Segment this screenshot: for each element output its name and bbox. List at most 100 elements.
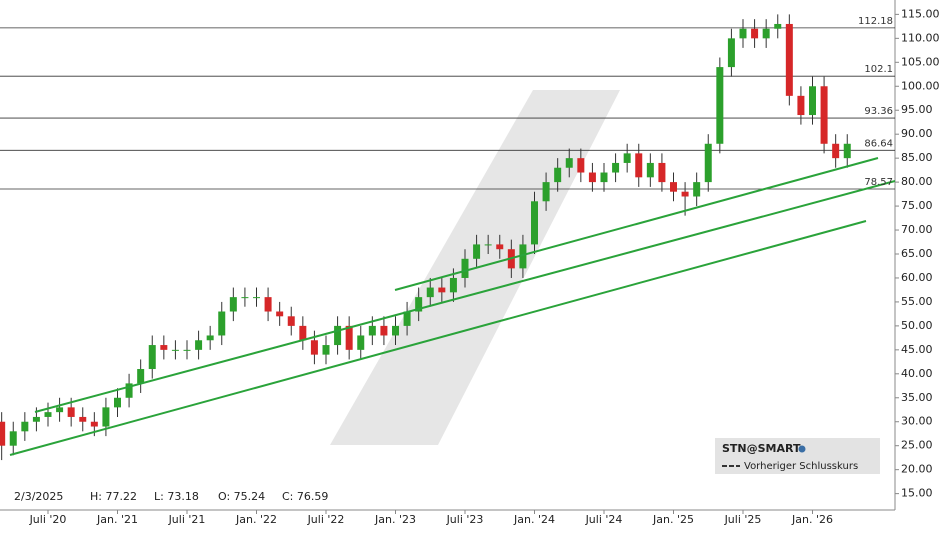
candle-body [114,397,121,408]
candle-body [693,182,701,197]
candle-body [380,325,388,336]
candle-body [832,143,840,159]
candle-body [218,311,226,336]
candle-body [774,23,782,29]
candle-body [843,143,851,159]
level-label: 86.64 [864,138,893,149]
x-tick-label: Juli '24 [585,513,623,526]
candle-body [727,38,735,68]
candle-body [183,349,191,351]
candle-body [125,383,133,398]
y-tick-label: 45.00 [901,343,933,356]
candle-body [785,23,793,96]
legend-box [715,438,880,474]
candle-body [484,244,492,246]
candle-body [704,143,712,183]
x-tick-label: Juli '23 [446,513,484,526]
info-bar: 2/3/2025 H: 77.22 L: 73.18 O: 75.24 C: 7… [14,490,328,503]
legend: STN@SMART Vorheriger Schlusskurs [715,438,880,474]
candle-body [368,325,376,336]
y-tick-label: 65.00 [901,247,933,260]
y-tick-label: 35.00 [901,391,933,404]
y-tick-label: 115.00 [901,7,940,20]
info-date: 2/3/2025 [14,490,63,503]
trend-line [34,180,896,413]
y-tick-label: 95.00 [901,103,933,116]
x-tick-label: Juli '22 [307,513,345,526]
candle-body [276,311,284,317]
y-tick-label: 85.00 [901,151,933,164]
y-tick-label: 80.00 [901,175,933,188]
candle-body [716,67,724,144]
candle-body [241,297,249,299]
candle-body [310,340,318,355]
trend-line [394,157,879,291]
candle-body [287,316,295,326]
candle-body [90,421,98,427]
level-label: 112.18 [858,16,893,27]
candle-body [137,369,145,384]
y-tick-label: 90.00 [901,127,933,140]
y-tick-label: 110.00 [901,31,940,44]
candle-body [195,340,203,350]
candle-body [531,201,538,245]
candle-body [392,325,399,336]
candle-body [44,412,52,417]
candle-body [623,153,631,163]
candle-body [658,162,666,183]
candle-body [264,297,272,312]
y-tick-label: 40.00 [901,367,933,380]
candle-body [67,407,75,417]
x-tick-label: Juli '25 [724,513,762,526]
candle-body [32,416,40,422]
candle-body [9,431,17,446]
candle-body [461,258,469,278]
y-tick-label: 20.00 [901,463,933,476]
x-tick-label: Juli '21 [168,513,206,526]
candle-body [299,325,307,341]
candle-body [148,345,156,370]
y-tick-label: 105.00 [901,55,940,68]
candle-body [322,345,330,355]
y-tick-label: 30.00 [901,415,933,428]
y-tick-label: 55.00 [901,295,933,308]
y-tick-label: 15.00 [901,487,933,500]
legend-icon [798,445,806,453]
y-tick-label: 60.00 [901,271,933,284]
y-tick-label: 70.00 [901,223,933,236]
x-tick-label: Jan. '21 [96,513,138,526]
legend-symbol: STN@SMART [722,442,801,455]
candle-body [751,28,759,39]
candle-body [357,335,365,350]
candle-body [670,182,677,192]
candle-body [415,297,423,312]
x-tick-label: Jan. '22 [235,513,277,526]
candle-body [542,182,550,202]
candle-body [56,407,64,413]
candle-body [21,421,29,432]
candle-body [496,244,504,250]
y-tick-label: 100.00 [901,79,940,92]
candle-body [554,167,562,183]
candle-body [519,244,527,269]
y-tick-label: 50.00 [901,319,933,332]
candle-body [438,287,446,293]
info-high: H: 77.22 [90,490,137,503]
candle-body [646,162,654,178]
candle-body [334,325,342,346]
trend-line [9,220,867,456]
candle-body [0,421,6,446]
legend-previous-close: Vorheriger Schlusskurs [744,461,858,472]
candle-body [797,95,805,116]
candle-body [739,28,747,39]
candle-body [345,325,353,350]
x-tick-label: Jan. '24 [513,513,555,526]
candle-body [681,191,689,197]
candle-body [588,172,596,183]
level-label: 78.57 [864,177,893,188]
level-label: 102.1 [864,64,893,75]
trend-lines [9,157,896,456]
info-open: O: 75.24 [218,490,265,503]
candle-body [449,277,457,293]
